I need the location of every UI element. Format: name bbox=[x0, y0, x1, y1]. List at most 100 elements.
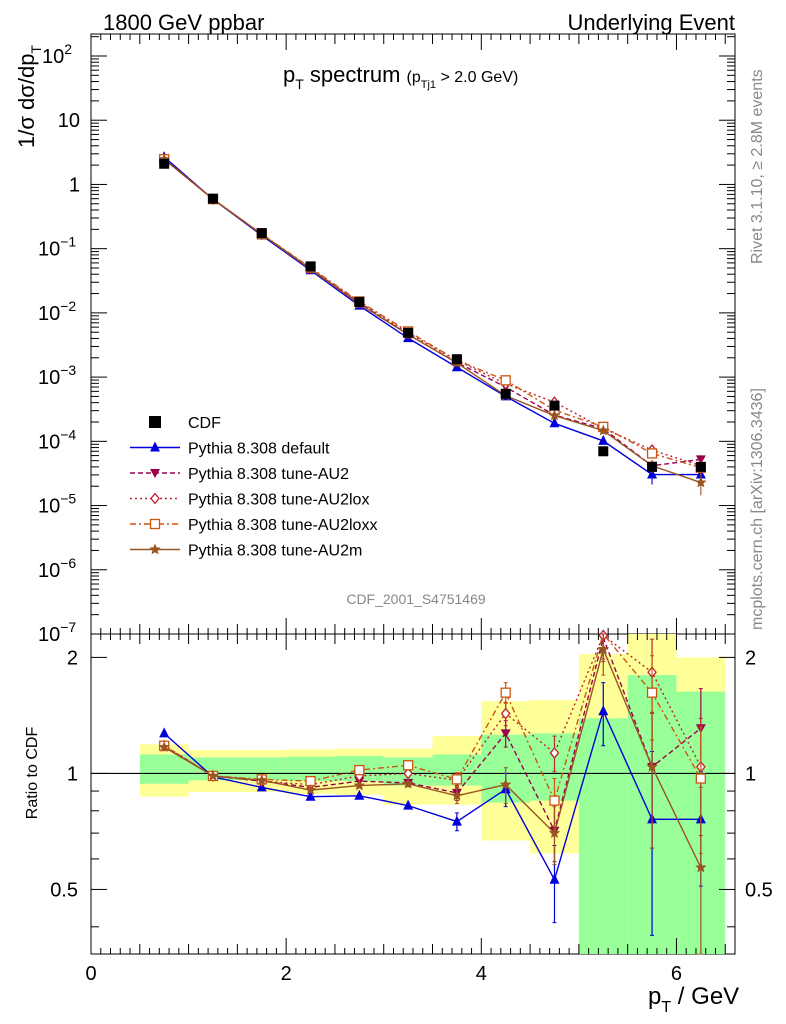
data-point bbox=[451, 774, 463, 785]
data-point bbox=[451, 354, 462, 365]
data-point bbox=[403, 799, 414, 810]
data-point bbox=[549, 417, 560, 428]
data-point bbox=[402, 777, 414, 789]
data-point bbox=[695, 461, 706, 472]
ratio-tick-label: 1 bbox=[67, 763, 78, 785]
data-point bbox=[598, 446, 609, 457]
ratio-axis-title: Ratio to CDF bbox=[24, 727, 41, 820]
legend-item: Pythia 8.308 tune-AU2loxx bbox=[130, 517, 377, 534]
legend-label: Pythia 8.308 tune-AU2loxx bbox=[188, 517, 377, 534]
legend-label: Pythia 8.308 tune-AU2lox bbox=[188, 492, 369, 509]
data-point bbox=[207, 769, 219, 781]
data-point bbox=[354, 789, 365, 800]
ratio-line bbox=[163, 709, 701, 882]
data-point bbox=[597, 643, 609, 655]
y-tick-label: 10−6 bbox=[38, 555, 76, 582]
data-point bbox=[159, 727, 170, 738]
data-point bbox=[305, 261, 316, 272]
ratio-line bbox=[163, 647, 702, 868]
legend-item: Pythia 8.308 tune-AU2lox bbox=[130, 492, 369, 509]
data-point bbox=[354, 296, 365, 307]
y-tick-label: 10−1 bbox=[38, 234, 76, 261]
data-point bbox=[647, 461, 658, 472]
series-line bbox=[163, 158, 702, 484]
series-line bbox=[163, 158, 701, 467]
y-tick-label: 102 bbox=[42, 41, 72, 68]
legend-item: Pythia 8.308 tune-AU2m bbox=[130, 543, 362, 560]
data-point bbox=[451, 815, 462, 826]
plot-title: pT spectrum (pTj1 > 2.0 GeV) bbox=[283, 62, 518, 92]
data-point bbox=[150, 469, 160, 478]
legend: CDF Pythia 8.308 default Pythia 8.308 tune… bbox=[130, 415, 377, 560]
data-point bbox=[149, 518, 161, 530]
data-point bbox=[500, 687, 511, 698]
ratio-line bbox=[163, 634, 702, 786]
rivet-label: Rivet 3.1.10, ≥ 2.8M events bbox=[749, 69, 766, 264]
legend-label: Pythia 8.308 tune-AU2m bbox=[188, 543, 362, 560]
x-tick-label: 0 bbox=[85, 963, 96, 985]
ratio-tick-label-right: 2 bbox=[745, 647, 756, 669]
data-point bbox=[549, 400, 560, 411]
x-tick-label: 6 bbox=[671, 963, 682, 985]
ratio-tick-label: 0.5 bbox=[50, 879, 78, 901]
ratio-tick-label: 2 bbox=[67, 647, 78, 669]
energy-label: 1800 GeV ppbar bbox=[103, 10, 264, 35]
data-point bbox=[598, 705, 609, 716]
data-point bbox=[548, 409, 561, 421]
data-point bbox=[354, 764, 365, 776]
series-layer bbox=[158, 151, 707, 955]
data-point bbox=[647, 468, 658, 479]
data-point bbox=[646, 448, 658, 459]
y-axis-title: 1/σ dσ/dpT bbox=[14, 45, 44, 148]
data-point bbox=[549, 873, 560, 884]
data-point bbox=[646, 760, 658, 772]
data-series-cdf bbox=[159, 158, 706, 472]
data-point bbox=[695, 773, 706, 784]
legend-item: Pythia 8.308 default bbox=[130, 441, 330, 458]
data-point bbox=[548, 827, 561, 838]
data-point bbox=[402, 760, 414, 771]
y-tick-label: 10−7 bbox=[38, 619, 76, 646]
data-point bbox=[499, 778, 512, 790]
y-tick-label: 10−4 bbox=[38, 426, 76, 453]
y-tick-label: 10−5 bbox=[38, 491, 76, 518]
data-point bbox=[549, 746, 560, 760]
data-point bbox=[305, 790, 316, 801]
data-point bbox=[149, 543, 161, 555]
data-point bbox=[695, 861, 707, 873]
data-point bbox=[549, 795, 560, 806]
y-tick-label: 1 bbox=[69, 174, 80, 196]
uncertainty-bands bbox=[139, 634, 726, 954]
series-line bbox=[163, 158, 702, 469]
y-tick-label: 10−3 bbox=[38, 362, 76, 389]
data-point bbox=[150, 441, 160, 452]
data-point bbox=[695, 476, 707, 488]
data-point bbox=[256, 228, 267, 239]
data-point bbox=[500, 707, 511, 720]
ratio-line bbox=[163, 632, 702, 803]
x-axis-title: pT / GeV bbox=[648, 983, 739, 1016]
mcplots-label: mcplots.cern.ch [arXiv:1306.3436] bbox=[749, 388, 766, 630]
ratio-tick-label-right: 0.5 bbox=[745, 879, 773, 901]
ratio-tick-label-right: 1 bbox=[745, 763, 756, 785]
data-point bbox=[353, 779, 366, 791]
stat-uncertainty-band bbox=[237, 757, 287, 781]
data-point bbox=[256, 774, 268, 786]
y-tick-label: 10 bbox=[58, 110, 80, 132]
data-point bbox=[149, 416, 161, 428]
x-tick-label: 2 bbox=[281, 963, 292, 985]
data-point bbox=[451, 789, 463, 801]
stat-uncertainty-band bbox=[188, 757, 238, 781]
data-point bbox=[500, 729, 511, 739]
series-line bbox=[163, 158, 702, 467]
data-point bbox=[150, 492, 160, 505]
y-tick-label: 10−2 bbox=[38, 298, 76, 325]
data-point bbox=[597, 424, 609, 436]
stat-uncertainty-band bbox=[139, 754, 189, 784]
analysis-id: CDF_2001_S4751469 bbox=[346, 591, 486, 607]
data-point bbox=[158, 741, 170, 752]
data-point bbox=[598, 434, 609, 445]
data-point bbox=[304, 784, 317, 795]
data-point bbox=[159, 158, 170, 169]
